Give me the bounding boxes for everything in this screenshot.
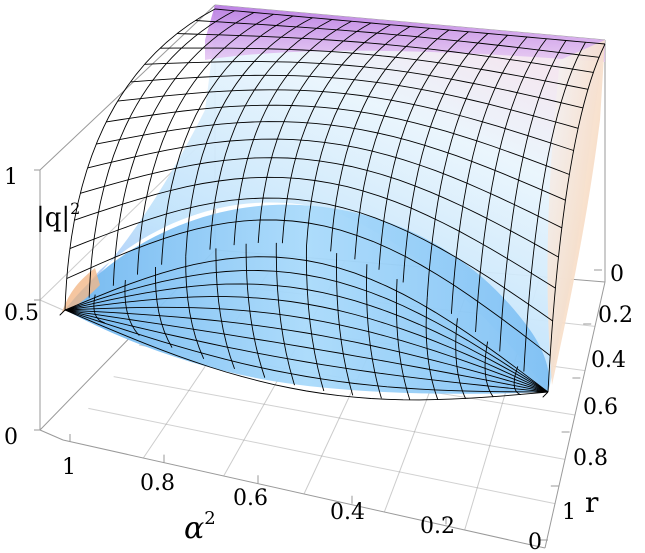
alpha-sq-tick-label: 0.8 [140,471,175,496]
mesh-line [64,306,549,393]
z-tick-label: 0.5 [4,301,39,326]
mesh-line [160,47,589,90]
mesh-line [305,245,325,392]
surface-right-edge [547,40,605,385]
mesh-line [66,219,551,356]
alpha-sq-tick-label: 1 [62,455,76,480]
x-axis-label-exponent: 2 [204,508,215,529]
box-edge [39,429,64,441]
wall-gridline [39,299,64,311]
x-axis-label: α [184,511,204,546]
r-axis-ticks: 0 0.2 0.4 0.6 0.8 1 [562,262,633,525]
alpha-sq-tick-label: 0.4 [330,500,365,525]
mesh-line [366,264,382,399]
z-tick-label: 1 [4,165,18,190]
z-axis-title: |q|2 [36,199,80,233]
box-edge [544,281,606,549]
surface-top-rim [205,5,605,62]
mesh-line [185,256,205,359]
mesh-line [117,89,574,151]
r-tick-label: 0.4 [591,348,626,373]
alpha-axis-title: α2 [184,508,216,546]
mesh-line [64,309,549,393]
mesh-line [59,309,66,316]
mesh-line [93,294,105,324]
mesh-line [64,8,216,311]
r-tick-label: 0 [610,262,624,287]
mesh-line [87,138,562,229]
mesh-line [74,176,556,289]
mesh-line [64,309,549,401]
z-tick-label: 0 [4,425,18,450]
mesh-line [195,20,600,58]
mesh-line [215,248,235,370]
mesh-line [96,121,566,201]
y-axis-label: r [585,486,599,519]
mesh-line [130,74,579,129]
r-tick-label: 0.6 [583,395,618,420]
r-tick-label: 0.2 [598,303,633,328]
surface-mesh [59,8,606,401]
mesh-line [176,33,594,73]
mesh-line [154,267,173,348]
alpha-sq-tick-label: 0 [528,530,542,553]
svg-text:α2: α2 [184,508,216,546]
mesh-line [69,197,553,322]
z-axis-label-exponent: 2 [70,199,80,218]
mesh-line [64,270,549,393]
r-tick-label: 1 [562,500,576,525]
svg-text:|q|2: |q|2 [36,199,80,233]
mesh-line [425,297,439,400]
mesh-line [64,309,549,393]
floor-gridline [88,407,556,505]
r-tick-label: 0.8 [573,446,608,471]
alpha-sq-tick-label: 0.2 [420,514,455,539]
mesh-line [106,104,570,175]
mesh-line [64,309,549,393]
box-edge [39,4,216,171]
mesh-line [275,242,295,386]
z-axis-label: |q| [36,203,70,233]
r-axis-title: r [585,486,599,519]
mesh-line [336,253,354,396]
mesh-line [64,309,549,393]
mesh-line [64,283,549,393]
mesh-line [64,256,549,393]
mesh-line [80,157,559,258]
z-axis-ticks: 1 0.5 0 [4,165,39,450]
floor-gridline [113,376,566,460]
mesh-line [245,243,266,378]
alpha-sq-axis-ticks: 1 0.8 0.6 0.4 0.2 0 [62,455,542,553]
alpha-sq-tick-label: 0.6 [233,486,268,511]
mesh-line [214,8,606,45]
mesh-line [64,296,549,393]
mesh-line [547,43,606,393]
mesh-line [455,318,467,400]
mesh-line [144,61,584,109]
mesh-line [542,391,549,398]
